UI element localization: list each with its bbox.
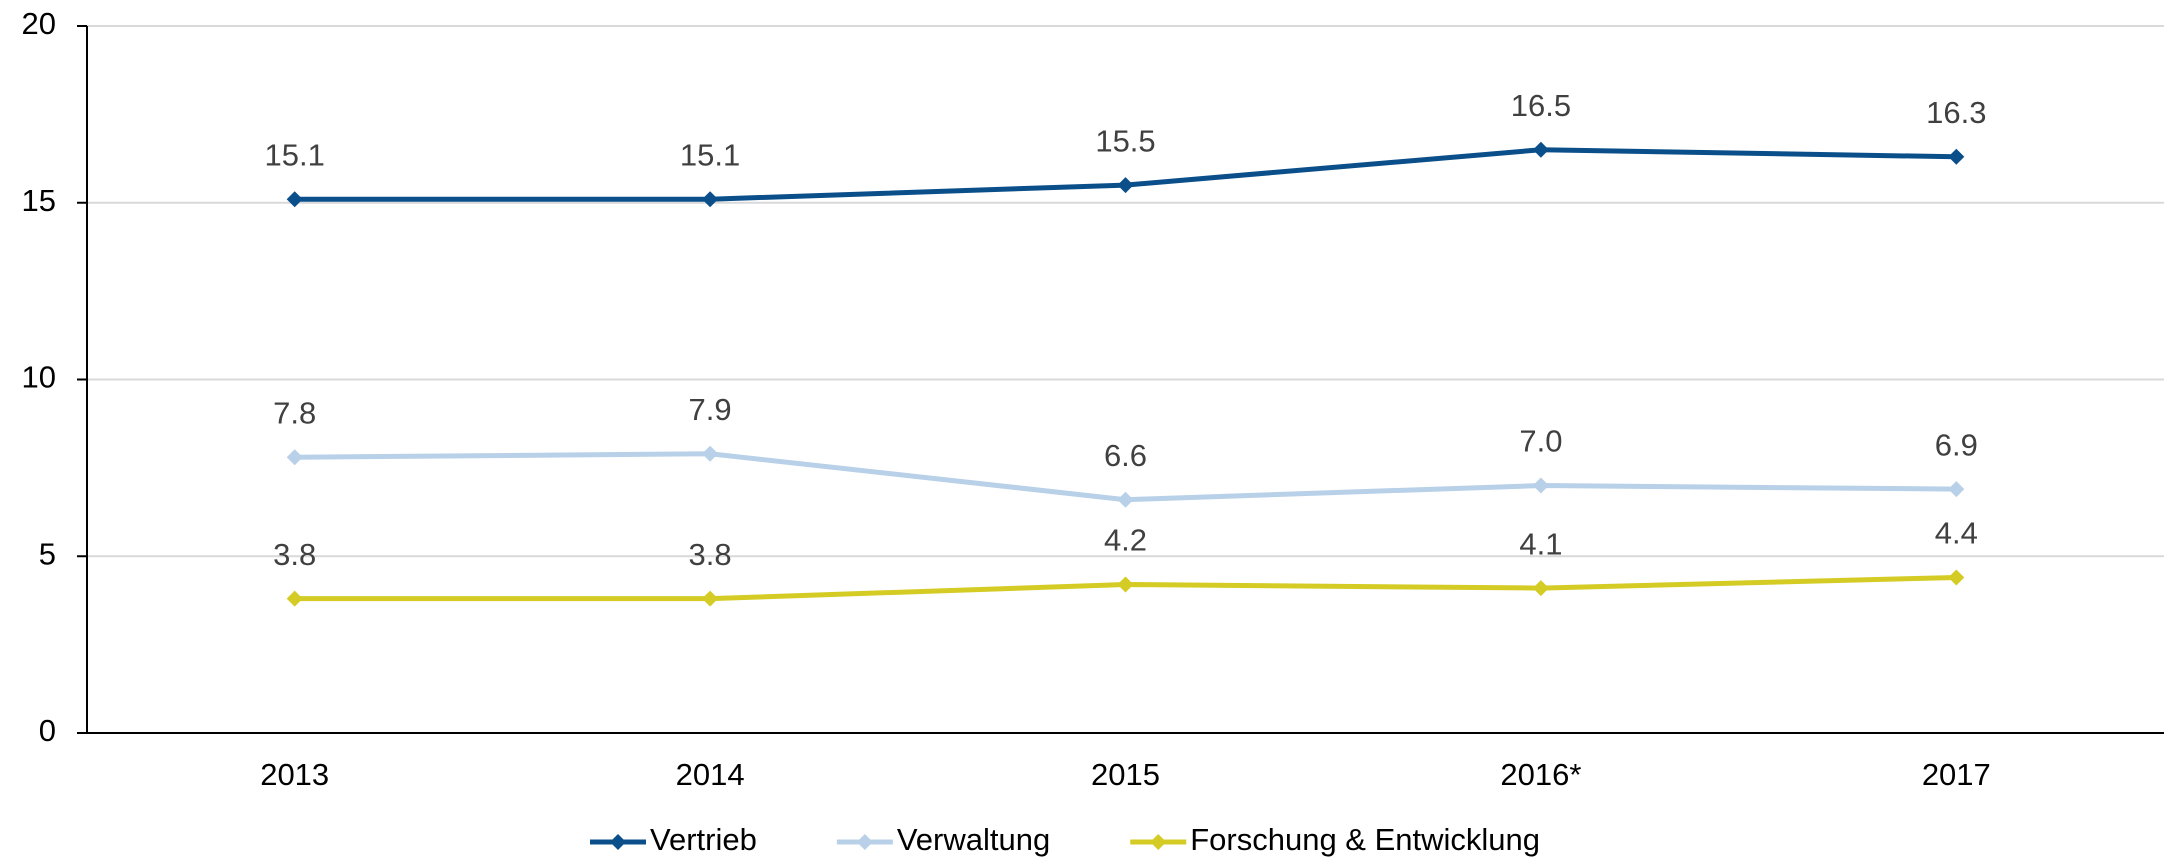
data-point <box>1948 569 1965 586</box>
data-point <box>1532 141 1549 158</box>
data-point <box>286 449 303 466</box>
data-label: 7.9 <box>689 392 732 427</box>
data-point <box>1948 148 1965 165</box>
legend-label: Verwaltung <box>897 822 1050 857</box>
legend-marker <box>856 834 873 850</box>
data-label: 15.5 <box>1095 123 1155 158</box>
data-label: 4.1 <box>1519 526 1562 561</box>
data-point <box>286 191 303 208</box>
data-point <box>702 590 719 607</box>
legend-label: Vertrieb <box>650 822 757 857</box>
data-label: 16.3 <box>1926 95 1986 130</box>
y-tick-label: 20 <box>22 6 56 41</box>
data-label: 4.4 <box>1935 516 1978 551</box>
data-point <box>1117 491 1134 508</box>
data-label: 6.6 <box>1104 438 1147 473</box>
x-tick-label: 2017 <box>1922 757 1991 792</box>
data-point <box>702 445 719 462</box>
data-label: 16.5 <box>1511 88 1571 123</box>
data-point <box>1532 477 1549 494</box>
data-label: 6.9 <box>1935 427 1978 462</box>
data-label: 15.1 <box>265 137 325 172</box>
y-tick-label: 0 <box>39 713 56 748</box>
data-point <box>702 191 719 208</box>
x-tick-label: 2013 <box>260 757 329 792</box>
legend-marker <box>1150 834 1167 850</box>
data-label: 3.8 <box>273 537 316 572</box>
x-tick-label: 2015 <box>1091 757 1160 792</box>
x-tick-label: 2014 <box>676 757 745 792</box>
data-label: 7.8 <box>273 395 316 430</box>
data-point <box>1117 576 1134 593</box>
data-label: 7.0 <box>1519 424 1562 459</box>
data-label: 4.2 <box>1104 523 1147 558</box>
data-label: 15.1 <box>680 137 740 172</box>
data-point <box>1532 580 1549 597</box>
data-label: 3.8 <box>689 537 732 572</box>
y-tick-label: 15 <box>22 183 56 218</box>
data-point <box>286 590 303 607</box>
data-point <box>1948 481 1965 498</box>
y-tick-label: 10 <box>22 360 56 395</box>
legend-label: Forschung & Entwicklung <box>1190 822 1540 857</box>
data-point <box>1117 177 1134 194</box>
legend-marker <box>610 834 626 850</box>
x-tick-label: 2016* <box>1500 757 1581 792</box>
y-tick-label: 5 <box>39 536 56 571</box>
